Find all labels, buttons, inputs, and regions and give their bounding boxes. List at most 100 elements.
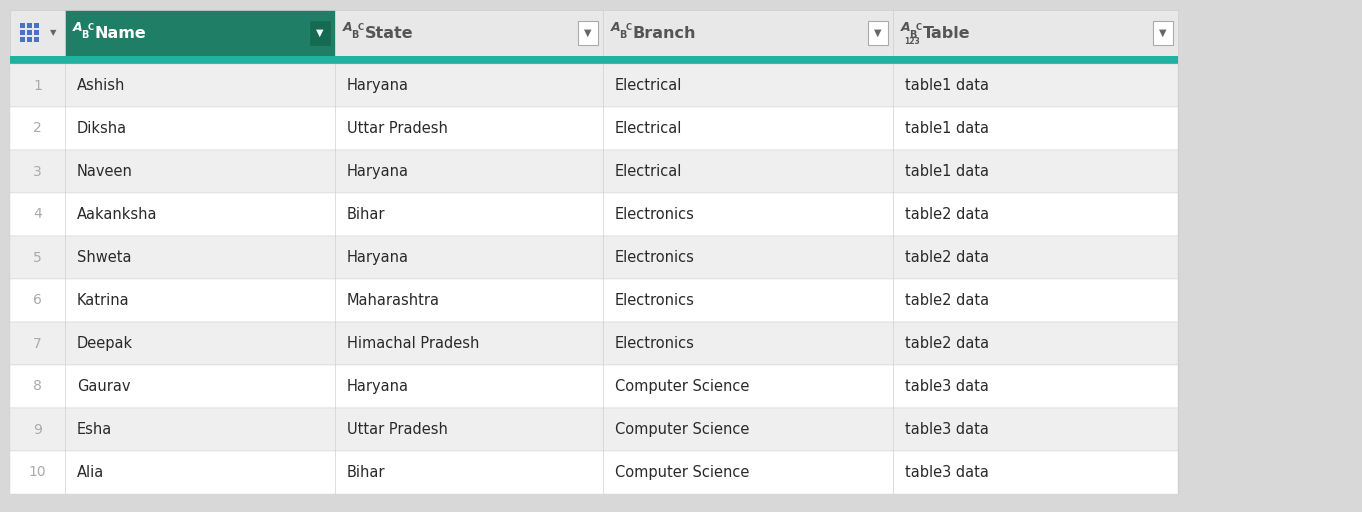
Bar [311, 21, 330, 45]
Text: 123: 123 [904, 37, 919, 46]
Text: 2: 2 [33, 121, 42, 136]
Text: table2 data: table2 data [904, 250, 989, 265]
Text: Electronics: Electronics [616, 293, 695, 308]
Bar [868, 21, 888, 45]
Text: Branch: Branch [633, 26, 696, 40]
Bar [20, 37, 25, 42]
Text: 5: 5 [33, 250, 42, 265]
Text: C: C [89, 23, 94, 32]
Text: Himachal Pradesh: Himachal Pradesh [347, 336, 479, 351]
Text: Maharashtra: Maharashtra [347, 293, 440, 308]
Text: 7: 7 [33, 336, 42, 351]
Text: table3 data: table3 data [904, 422, 989, 437]
Text: ▼: ▼ [316, 28, 324, 38]
Bar [10, 64, 1178, 107]
Text: ▼: ▼ [1159, 28, 1167, 38]
Text: table2 data: table2 data [904, 207, 989, 222]
Bar [34, 37, 39, 42]
Text: Electrical: Electrical [616, 164, 682, 179]
Text: Electrical: Electrical [616, 121, 682, 136]
Bar [10, 322, 1178, 365]
Text: 9: 9 [33, 422, 42, 437]
Text: 3: 3 [33, 164, 42, 179]
Text: Computer Science: Computer Science [616, 422, 749, 437]
Bar [603, 10, 893, 56]
Text: C: C [358, 23, 364, 32]
Text: Uttar Pradesh: Uttar Pradesh [347, 422, 448, 437]
Bar [893, 10, 1178, 56]
Text: Computer Science: Computer Science [616, 465, 749, 480]
Bar [27, 30, 31, 35]
Text: Uttar Pradesh: Uttar Pradesh [347, 121, 448, 136]
Text: Electronics: Electronics [616, 336, 695, 351]
Bar [577, 21, 598, 45]
Text: 10: 10 [29, 465, 46, 480]
Text: table2 data: table2 data [904, 293, 989, 308]
Bar [27, 37, 31, 42]
Text: table1 data: table1 data [904, 78, 989, 93]
Text: B: B [351, 30, 358, 40]
Text: Haryana: Haryana [347, 250, 409, 265]
Text: table3 data: table3 data [904, 465, 989, 480]
Bar [10, 193, 1178, 236]
Text: 1: 1 [33, 78, 42, 93]
Bar [335, 10, 603, 56]
Text: ▼: ▼ [584, 28, 591, 38]
Text: Naveen: Naveen [78, 164, 133, 179]
Text: 4: 4 [33, 207, 42, 222]
Bar [10, 56, 1178, 64]
Text: B: B [908, 30, 917, 40]
Text: Shweta: Shweta [78, 250, 132, 265]
Text: ▼: ▼ [874, 28, 881, 38]
Text: 6: 6 [33, 293, 42, 308]
Bar [10, 279, 1178, 322]
Text: Esha: Esha [78, 422, 112, 437]
Text: Electronics: Electronics [616, 250, 695, 265]
Text: State: State [365, 26, 414, 40]
Bar [10, 150, 1178, 193]
Text: Deepak: Deepak [78, 336, 133, 351]
Text: table3 data: table3 data [904, 379, 989, 394]
Bar [10, 236, 1178, 279]
Text: ▼: ▼ [50, 29, 56, 37]
Bar [10, 408, 1178, 451]
Bar [10, 107, 1178, 150]
Text: C: C [627, 23, 632, 32]
Text: C: C [917, 23, 922, 32]
Text: Aakanksha: Aakanksha [78, 207, 158, 222]
Text: Haryana: Haryana [347, 164, 409, 179]
Bar [10, 494, 1178, 502]
Text: B: B [80, 30, 89, 40]
Text: Bihar: Bihar [347, 207, 385, 222]
Bar [34, 30, 39, 35]
Text: Alia: Alia [78, 465, 105, 480]
Bar [20, 23, 25, 28]
Text: Bihar: Bihar [347, 465, 385, 480]
Bar [65, 10, 335, 56]
Text: Gaurav: Gaurav [78, 379, 131, 394]
Text: table2 data: table2 data [904, 336, 989, 351]
Text: A: A [74, 21, 83, 34]
Bar [10, 365, 1178, 408]
Text: A: A [612, 21, 621, 34]
Text: Ashish: Ashish [78, 78, 125, 93]
Text: Table: Table [923, 26, 971, 40]
Bar [10, 10, 65, 56]
Bar [10, 451, 1178, 494]
Text: Computer Science: Computer Science [616, 379, 749, 394]
Text: Katrina: Katrina [78, 293, 129, 308]
Bar [20, 30, 25, 35]
Text: Electronics: Electronics [616, 207, 695, 222]
Text: Name: Name [95, 26, 147, 40]
Text: 8: 8 [33, 379, 42, 394]
Text: Electrical: Electrical [616, 78, 682, 93]
Text: A: A [343, 21, 353, 34]
Text: Haryana: Haryana [347, 78, 409, 93]
Bar [34, 23, 39, 28]
Bar [10, 10, 1178, 494]
Bar [27, 23, 31, 28]
Text: A: A [902, 21, 911, 34]
Text: B: B [618, 30, 627, 40]
Text: table1 data: table1 data [904, 121, 989, 136]
Text: Diksha: Diksha [78, 121, 127, 136]
